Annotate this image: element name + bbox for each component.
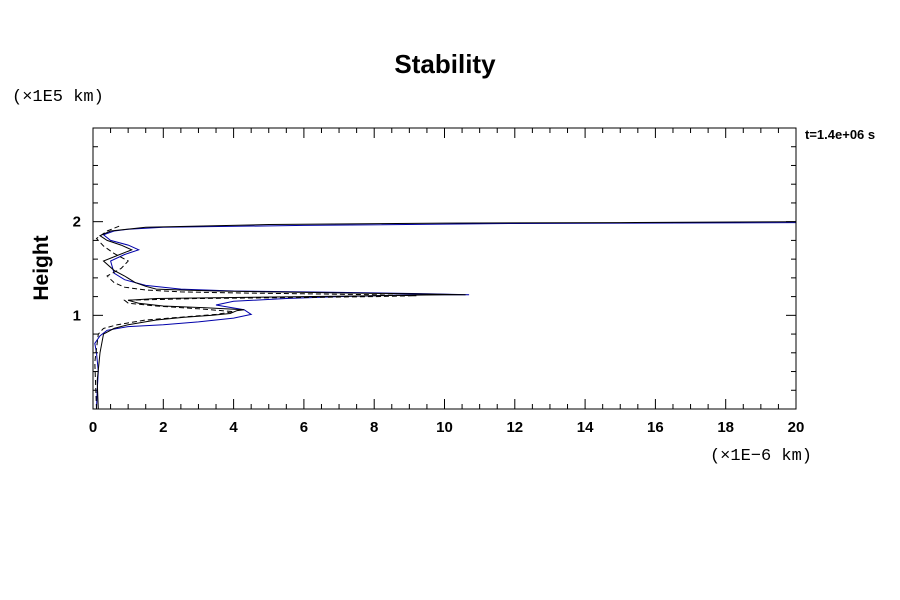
- chart-title: Stability: [394, 49, 496, 79]
- axis-ticks: [92, 128, 797, 409]
- x-tick-label: 12: [506, 419, 523, 436]
- x-tick-label: 8: [370, 419, 378, 436]
- x-tick-label: 16: [647, 419, 664, 436]
- x-tick-label: 0: [89, 419, 97, 436]
- y-tick-label: 1: [73, 307, 81, 324]
- y-tick-labels: 12: [73, 214, 81, 325]
- plot-frame: [92, 127, 797, 410]
- x-tick-label: 4: [229, 419, 238, 436]
- x-tick-label: 14: [577, 419, 594, 436]
- x-tick-label: 10: [436, 419, 453, 436]
- x-tick-label: 18: [717, 419, 734, 436]
- x-tick-labels: 0 2 4 6 8 10 12 14 16 18 20: [89, 419, 805, 436]
- y-axis-label: Height: [30, 235, 53, 300]
- series-layer: [94, 221, 797, 410]
- y-unit-label: (×1E5 km): [12, 88, 104, 107]
- x-unit-label: (×1E−6 km): [710, 447, 812, 466]
- series-line-3: [94, 224, 417, 410]
- x-tick-label: 6: [300, 419, 308, 436]
- series-line-2: [96, 221, 797, 410]
- y-tick-label: 2: [73, 214, 81, 231]
- time-label: t=1.4e+06 s: [805, 127, 875, 142]
- x-tick-label: 20: [788, 419, 805, 436]
- x-tick-label: 2: [159, 419, 167, 436]
